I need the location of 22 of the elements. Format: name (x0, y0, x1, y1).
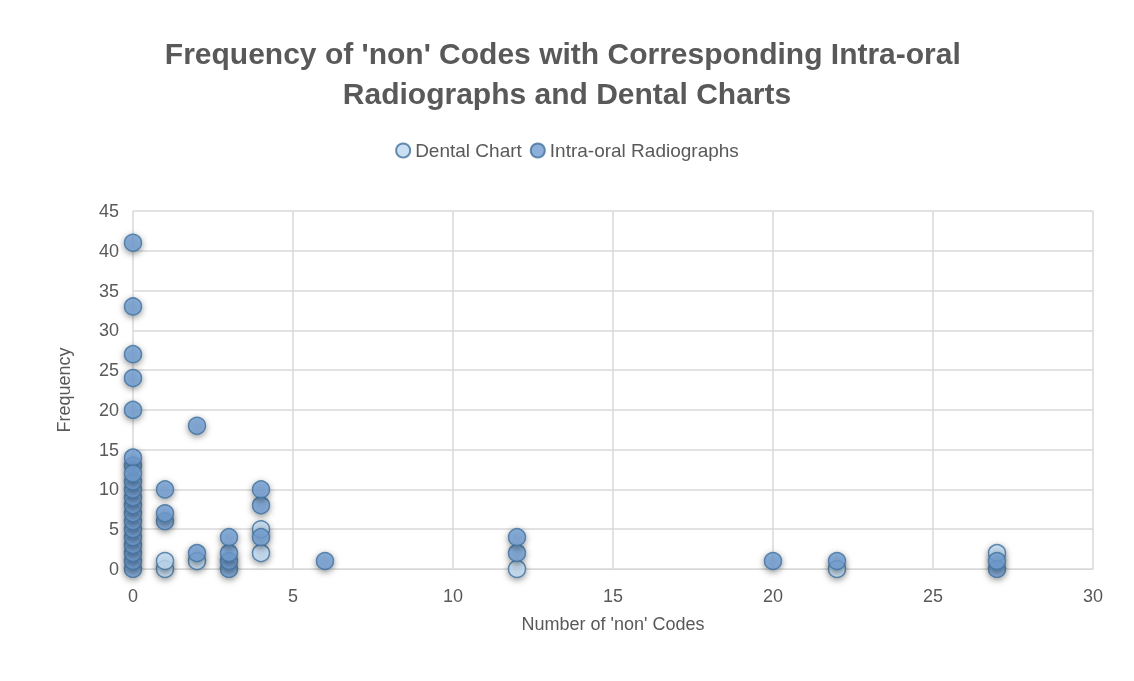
x-tick-label: 5 (287, 586, 299, 606)
legend-label: Dental Chart (415, 140, 523, 161)
x-tick-label: 20 (762, 586, 784, 606)
x-tick-label: 10 (442, 586, 464, 606)
x-tick-label: 25 (922, 586, 944, 606)
y-tick-label: 15 (98, 439, 119, 460)
y-tick-label: 20 (98, 399, 119, 420)
x-tick-label: 15 (602, 586, 624, 606)
y-tick-label: 5 (108, 519, 119, 540)
x-axis-title: Number of 'non' Codes (521, 614, 705, 634)
y-tick-label: 35 (98, 280, 119, 301)
y-tick-label: 30 (98, 320, 119, 341)
y-tick-label: 45 (98, 201, 119, 221)
y-tick-label: 10 (98, 479, 119, 500)
legend-label: Intra-oral Radiographs (549, 140, 739, 161)
y-tick-label: 40 (98, 240, 119, 261)
chart-title: Frequency of 'non' Codes with Corresponding Intra-oral Radiographs and Dental Charts (164, 36, 970, 110)
x-tick-label: 0 (127, 586, 139, 606)
x-tick-label: 30 (1082, 586, 1104, 606)
y-tick-label: 25 (98, 360, 119, 381)
y-tick-label: 0 (108, 559, 119, 579)
y-axis-title: Frequency (54, 347, 74, 433)
